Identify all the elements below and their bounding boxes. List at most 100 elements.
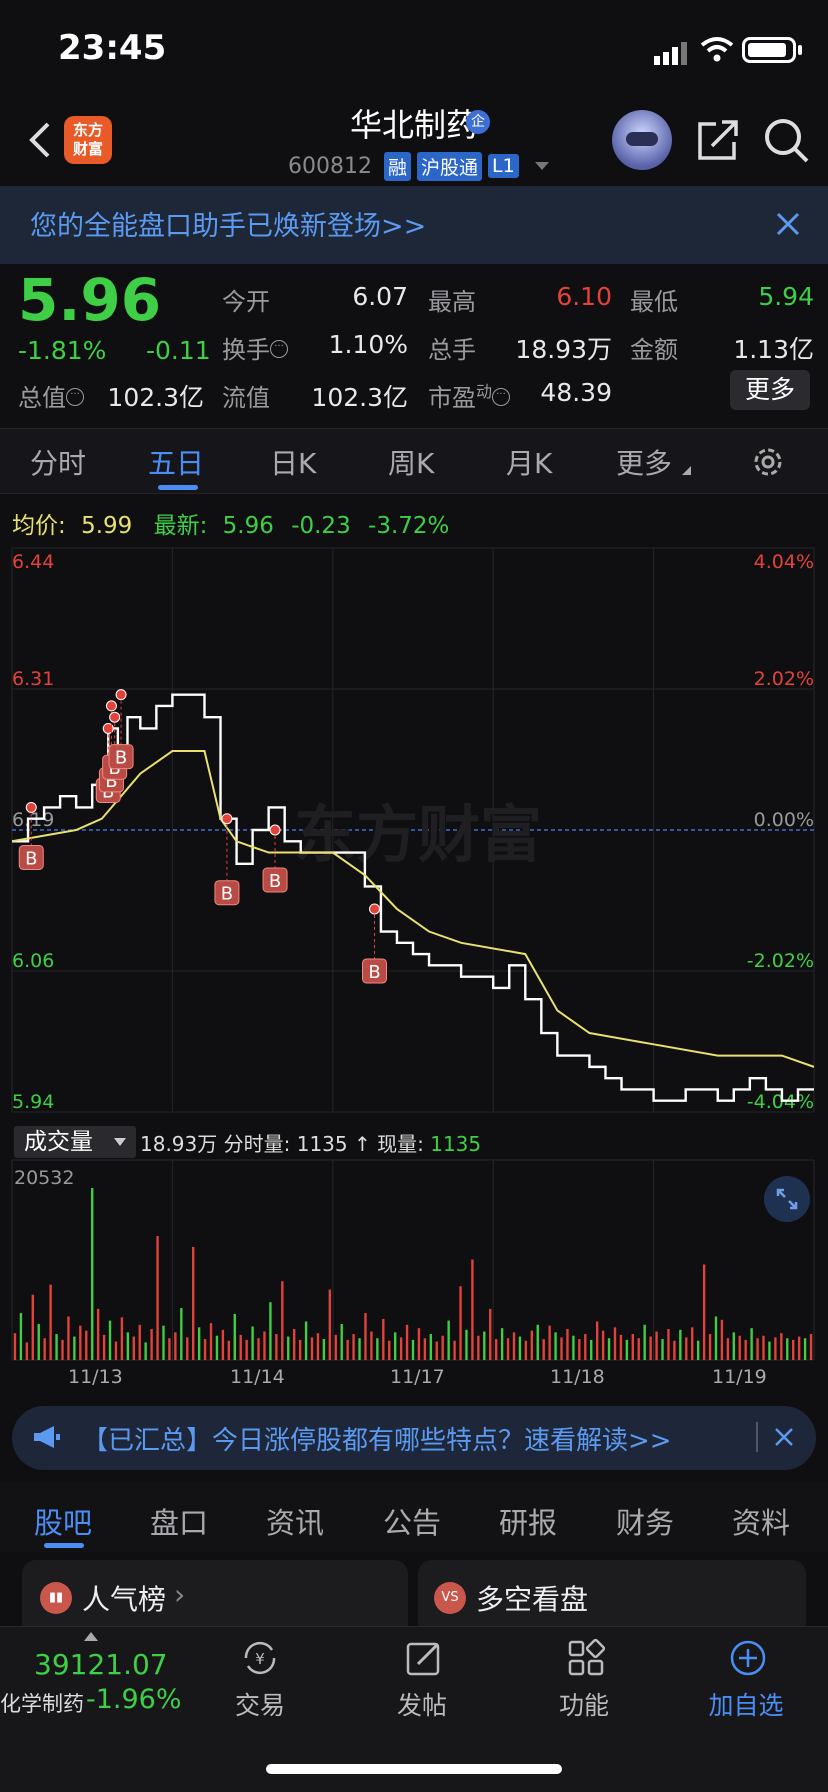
mktcap-label-text: 总值: [18, 384, 66, 412]
tab-intraday[interactable]: 分时: [30, 447, 87, 480]
chevron-up-icon[interactable]: [84, 1632, 98, 1641]
volume-bar: [435, 1341, 438, 1360]
vs-icon: VS: [434, 1582, 466, 1614]
tab-monthly-k[interactable]: 月K: [506, 447, 553, 480]
notice-text[interactable]: 【已汇总】今日涨停股都有哪些特点？速看解读>>: [82, 1426, 672, 1456]
info-icon[interactable]: ···: [492, 388, 511, 406]
tab-five-day[interactable]: 五日: [148, 447, 205, 480]
wifi-icon: [700, 37, 734, 62]
volume-bar: [370, 1331, 373, 1360]
chevron-down-icon[interactable]: [534, 162, 549, 170]
float-value: 102.3亿: [311, 383, 408, 412]
back-arrow-icon[interactable]: [22, 120, 62, 160]
promo-banner-text[interactable]: 您的全能盘口助手已焕新登场>>: [30, 211, 427, 242]
sector-name[interactable]: 化学制药: [0, 1692, 84, 1716]
turnover-label[interactable]: 换手 ···: [222, 330, 288, 365]
post-icon[interactable]: [404, 1638, 444, 1678]
nav-add-watchlist[interactable]: 加自选: [708, 1691, 784, 1720]
chevron-right-icon[interactable]: ›: [174, 1578, 186, 1611]
gear-icon[interactable]: [750, 444, 786, 480]
nav-trade[interactable]: 交易: [234, 1691, 285, 1720]
volume-bar: [714, 1316, 718, 1360]
volume-bar: [108, 1320, 112, 1360]
indicator-selector[interactable]: 成交量: [14, 1126, 136, 1158]
tab-orderbook[interactable]: 盘口: [150, 1506, 209, 1540]
tab-announcements[interactable]: 公告: [383, 1506, 442, 1540]
volume-bar: [19, 1313, 23, 1360]
promo-banner[interactable]: [0, 186, 828, 264]
buy-marker-box: [108, 744, 134, 770]
tab-daily-k[interactable]: 日K: [270, 447, 317, 480]
volume-bar: [209, 1323, 213, 1360]
tab-profile[interactable]: 资料: [732, 1506, 791, 1540]
info-icon[interactable]: ···: [270, 340, 288, 358]
sector-change[interactable]: -1.96%: [86, 1684, 182, 1715]
tab-forum[interactable]: 股吧: [34, 1506, 93, 1540]
float-label: 流值: [222, 384, 270, 412]
volume-bar: [494, 1339, 498, 1360]
current-price: 5.96: [18, 266, 162, 334]
pe-dynamic-sup: 动: [476, 382, 493, 401]
volume-bar: [679, 1329, 682, 1360]
volume-bar: [49, 1284, 52, 1360]
close-icon[interactable]: [772, 1425, 796, 1449]
popularity-card-title[interactable]: 人气榜: [82, 1583, 167, 1616]
close-icon[interactable]: [774, 210, 802, 238]
search-icon[interactable]: [762, 116, 810, 164]
pe-label[interactable]: 市盈动 ···: [428, 378, 511, 413]
volume-bar: [417, 1328, 421, 1360]
volume-bar: [471, 1259, 474, 1360]
volume-bar: [774, 1337, 777, 1360]
current-volume-label: 现量:: [377, 1132, 424, 1156]
nav-post[interactable]: 发帖: [396, 1691, 447, 1720]
expand-icon[interactable]: [764, 1176, 810, 1222]
share-icon[interactable]: [696, 118, 740, 162]
info-icon[interactable]: ···: [66, 388, 84, 406]
logo-line1: 东方: [72, 121, 103, 139]
sector-index-value[interactable]: 39121.07: [34, 1648, 168, 1681]
nav-functions[interactable]: 功能: [558, 1691, 609, 1720]
functions-grid-icon[interactable]: [566, 1638, 606, 1678]
home-indicator: [266, 1764, 562, 1774]
buy-marker-label: B: [269, 871, 281, 892]
mktcap-label[interactable]: 总值 ···: [18, 378, 84, 413]
volume-bar: [809, 1334, 813, 1360]
volume-bar: [619, 1334, 623, 1360]
trade-icon[interactable]: ¥: [240, 1638, 280, 1678]
volume-bar: [37, 1323, 40, 1360]
chevron-down-icon[interactable]: [114, 1138, 126, 1146]
active-tab-indicator: [158, 485, 198, 490]
volume-bar: [393, 1332, 397, 1360]
status-time: 23:45: [58, 28, 167, 68]
volume-bar: [441, 1335, 444, 1360]
notice-bar[interactable]: [12, 1406, 816, 1470]
buy-marker-label: B: [368, 962, 380, 983]
volume-bar: [423, 1338, 427, 1360]
volume-bar: [150, 1329, 153, 1360]
volume-bar: [512, 1332, 516, 1360]
volume-bar: [750, 1328, 753, 1360]
tab-research[interactable]: 研报: [499, 1506, 558, 1540]
volume-bar: [536, 1324, 539, 1360]
bull-bear-card-title[interactable]: 多空看盘: [476, 1583, 589, 1616]
notice-divider: [756, 1422, 758, 1452]
volume-bar: [328, 1289, 332, 1360]
volume-bar: [429, 1334, 433, 1360]
chart-tab-bar: [0, 428, 828, 494]
more-button[interactable]: 更多: [730, 370, 810, 410]
volume-bar: [114, 1341, 118, 1360]
volume-bar: [43, 1338, 46, 1360]
volume-bar: [691, 1327, 694, 1360]
date-label: 11/17: [390, 1366, 445, 1388]
tab-news[interactable]: 资讯: [266, 1506, 325, 1540]
add-watchlist-icon[interactable]: [728, 1638, 768, 1678]
amount-value: 1.13亿: [733, 335, 814, 364]
volume-bar: [364, 1313, 367, 1360]
tab-financials[interactable]: 财务: [616, 1506, 675, 1540]
stock-sub-row[interactable]: 600812 融 沪股通 L1: [288, 150, 549, 182]
megaphone-icon: [34, 1426, 60, 1448]
tab-more[interactable]: 更多: [616, 447, 673, 480]
volume-bar: [649, 1336, 652, 1360]
tab-weekly-k[interactable]: 周K: [388, 447, 435, 480]
